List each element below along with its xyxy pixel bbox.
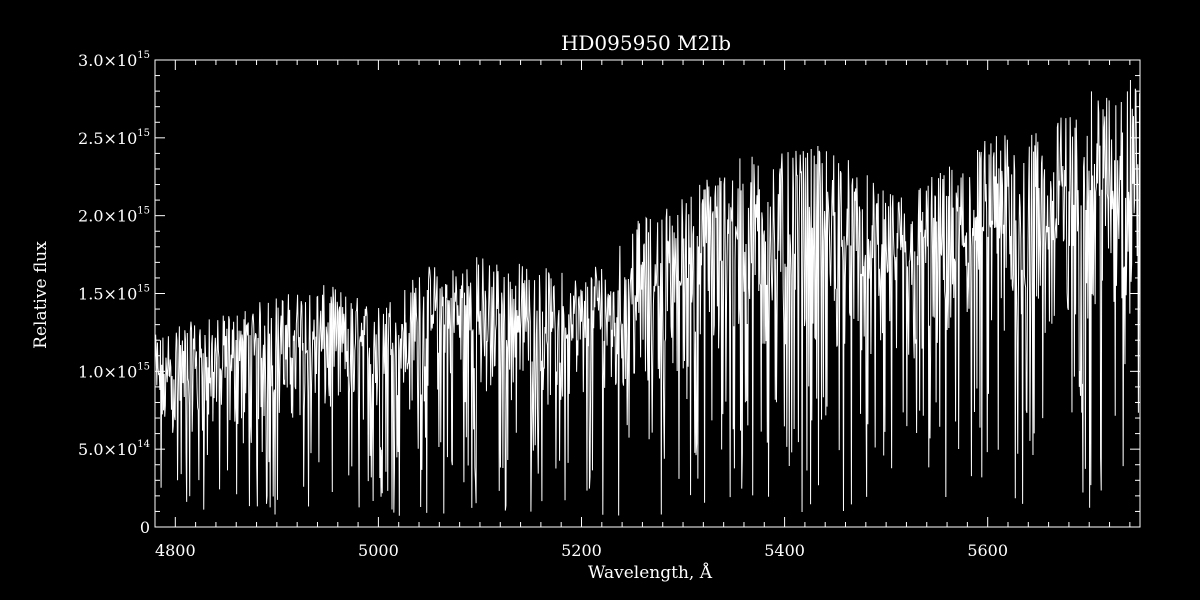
x-axis-label: Wavelength, Å (588, 562, 713, 583)
y-tick-label: 1.5×1015 (78, 284, 150, 304)
x-tick-label: 4800 (155, 541, 196, 560)
spectrum-line (154, 80, 1141, 516)
plot-area (154, 80, 1141, 516)
x-tick-labels: 4800 5000 5200 5400 5600 (155, 541, 1008, 560)
y-tick-label: 3.0×1015 (78, 50, 150, 70)
x-tick-label: 5200 (561, 541, 602, 560)
chart-title: HD095950 M2Ib (561, 31, 731, 55)
y-tick-label: 1.0×1015 (78, 361, 150, 381)
y-tick-label: 5.0×1014 (78, 439, 150, 459)
x-tick-label: 5600 (967, 541, 1008, 560)
x-tick-label: 5400 (764, 541, 805, 560)
y-tick-labels: 0 5.0×1014 1.0×1015 1.5×1015 2.0×1015 2.5×101… (78, 50, 150, 537)
y-tick-label: 2.5×1015 (78, 128, 150, 148)
y-tick-label: 2.0×1015 (78, 206, 150, 226)
plot-frame (154, 59, 1141, 528)
x-tick-label: 5000 (358, 541, 399, 560)
y-tick-label: 0 (140, 518, 150, 537)
y-axis-label: Relative flux (31, 241, 51, 349)
